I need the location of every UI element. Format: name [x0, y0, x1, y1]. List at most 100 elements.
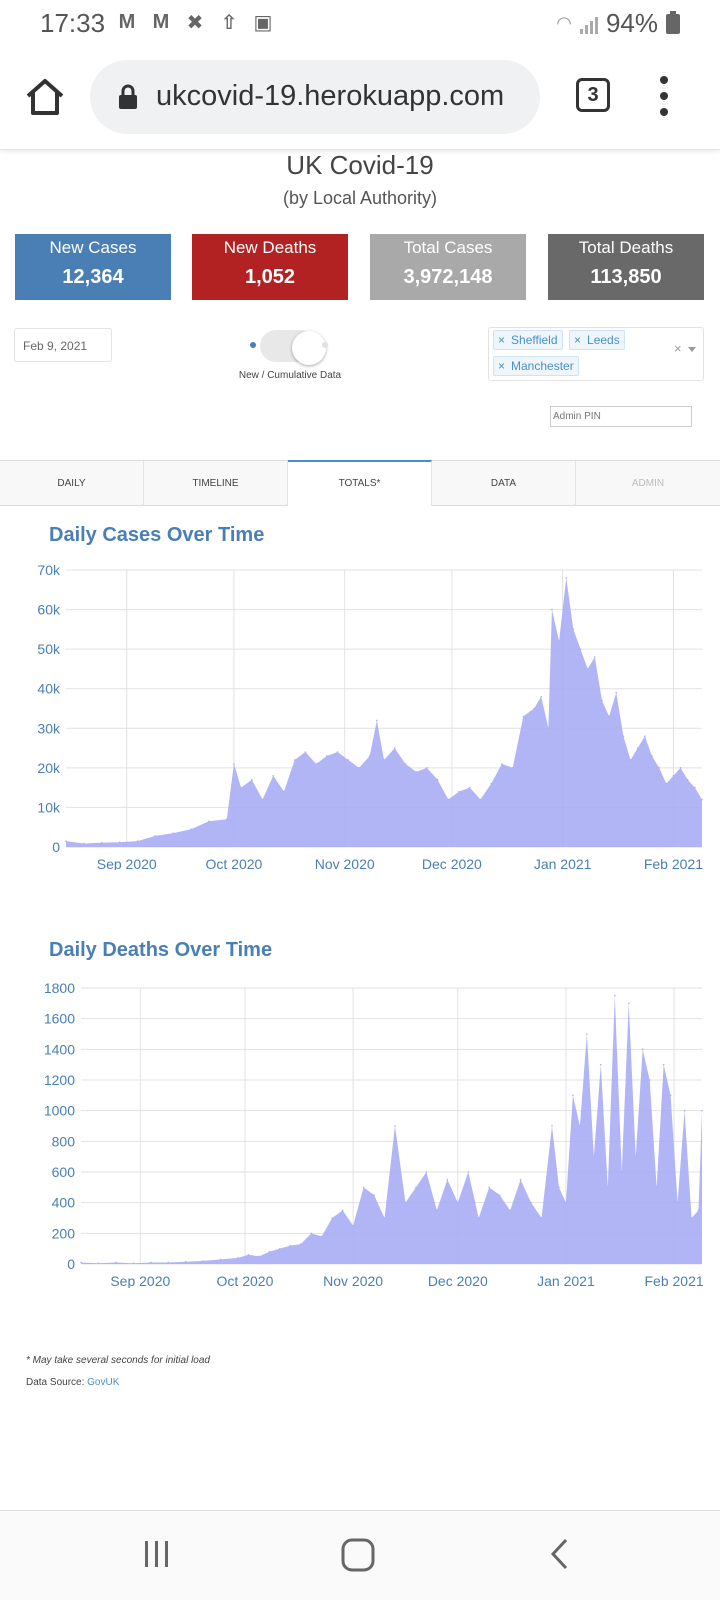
source-link[interactable]: GovUK: [87, 1377, 120, 1388]
data-point: [551, 608, 553, 611]
data-point: [415, 771, 417, 773]
data-point: [172, 832, 174, 834]
new-cumulative-toggle[interactable]: New / Cumulative Data: [230, 326, 350, 386]
toggle-indicator-right: [322, 342, 328, 348]
stat-label: New Deaths: [223, 238, 317, 257]
x-tick-label: Dec 2020: [422, 856, 482, 870]
data-point: [237, 1257, 239, 1259]
data-point: [404, 763, 407, 765]
data-point: [426, 767, 428, 769]
data-point: [665, 782, 668, 785]
home-nav-icon[interactable]: [340, 1537, 376, 1573]
data-point: [279, 1247, 281, 1250]
y-tick-label: 50k: [37, 641, 61, 657]
data-point: [352, 1224, 354, 1227]
data-point: [202, 1260, 204, 1262]
back-icon[interactable]: [548, 1537, 572, 1571]
status-bar: 17:33 M M ✖ ⇧ ▣ ◠ 94%: [0, 0, 720, 46]
tab-admin: ADMIN: [631, 478, 665, 489]
clear-all-icon[interactable]: ×: [674, 341, 682, 356]
area-tag-leeds[interactable]: × Leeds: [569, 330, 625, 350]
admin-pin-input[interactable]: [550, 406, 692, 427]
y-tick-label: 0: [52, 839, 60, 855]
load-footnote: * May take several seconds for initial l…: [26, 1355, 210, 1366]
cases-chart-title: Daily Cases Over Time: [49, 524, 265, 546]
data-point: [641, 1048, 644, 1051]
home-icon[interactable]: [24, 76, 66, 118]
toggle-track[interactable]: [260, 330, 326, 365]
data-point: [293, 759, 296, 761]
data-point: [594, 656, 596, 658]
area-multi-select[interactable]: × Sheffield × Leeds × Manchester ×: [488, 327, 704, 381]
data-point: [118, 841, 121, 844]
data-point: [607, 1186, 609, 1189]
data-point: [547, 727, 550, 730]
battery-icon: [666, 10, 680, 34]
data-point: [511, 767, 514, 769]
tab-totals[interactable]: TOTALS*: [288, 460, 432, 506]
y-tick-label: 1000: [44, 1103, 75, 1119]
data-point: [565, 577, 568, 579]
chevron-down-icon[interactable]: [688, 347, 696, 352]
date-picker[interactable]: Feb 9, 2021: [14, 328, 112, 362]
data-point: [240, 786, 242, 789]
tag-label: Sheffield: [511, 333, 558, 347]
data-point: [620, 1171, 623, 1173]
data-point: [579, 1125, 581, 1127]
data-point: [540, 695, 543, 698]
tab-timeline[interactable]: TIMELINE: [144, 461, 288, 506]
menu-icon[interactable]: [660, 76, 670, 116]
y-tick-label: 600: [52, 1164, 76, 1180]
remove-tag-icon[interactable]: ×: [498, 359, 506, 373]
data-point: [636, 747, 639, 749]
data-point: [368, 755, 371, 757]
data-point: [593, 1155, 595, 1158]
remove-tag-icon[interactable]: ×: [498, 333, 506, 347]
data-point: [600, 1063, 602, 1066]
recent-apps-icon[interactable]: [140, 1537, 174, 1571]
x-tick-label: Feb 2021: [645, 1273, 704, 1288]
address-bar[interactable]: ukcovid-19.herokuapp.com: [90, 60, 540, 134]
tab-bar: DAILY TIMELINE TOTALS* DATA ADMIN: [0, 460, 720, 506]
remove-tag-icon[interactable]: ×: [574, 333, 582, 347]
area-tag-manchester[interactable]: × Manchester: [493, 356, 579, 376]
data-point: [651, 755, 653, 757]
gmail-icon: M: [118, 11, 136, 33]
x-tick-label: Jan 2021: [534, 856, 592, 870]
data-point: [572, 1094, 574, 1097]
data-point: [167, 1261, 170, 1264]
stat-label: Total Cases: [403, 238, 493, 257]
area-tag-sheffield[interactable]: × Sheffield: [493, 330, 563, 350]
tab-data[interactable]: DATA: [432, 461, 576, 506]
data-point: [404, 1201, 407, 1204]
data-point: [644, 735, 646, 737]
data-point: [501, 763, 503, 765]
data-point: [579, 648, 582, 650]
data-point: [627, 1002, 630, 1005]
data-point: [268, 1250, 271, 1253]
y-tick-label: 40k: [37, 681, 61, 697]
data-point: [362, 1186, 365, 1189]
x-tick-label: Nov 2020: [323, 1273, 383, 1288]
y-tick-label: 400: [52, 1195, 76, 1211]
tab-daily[interactable]: DAILY: [0, 461, 144, 506]
deaths-chart-title: Daily Deaths Over Time: [49, 939, 273, 961]
data-point: [615, 691, 618, 694]
y-tick-label: 60k: [37, 602, 61, 618]
tag-label: Leeds: [587, 333, 620, 347]
data-point: [697, 1209, 700, 1212]
data-point: [613, 994, 616, 997]
total-cases-card: Total Cases 3,972,148: [370, 234, 526, 300]
data-source: Data Source: GovUK: [26, 1377, 119, 1388]
data-point: [565, 1201, 567, 1204]
android-nav-bar: [0, 1510, 720, 1600]
toggle-knob[interactable]: [292, 331, 326, 365]
data-point: [436, 778, 439, 781]
x-tick-label: Sep 2020: [97, 856, 157, 870]
tab-switcher-button[interactable]: 3: [576, 78, 610, 112]
data-point: [468, 786, 471, 789]
app-icon: ✖: [186, 12, 204, 34]
data-point: [336, 751, 339, 753]
data-point: [522, 715, 525, 718]
signal-icon: [579, 14, 598, 34]
